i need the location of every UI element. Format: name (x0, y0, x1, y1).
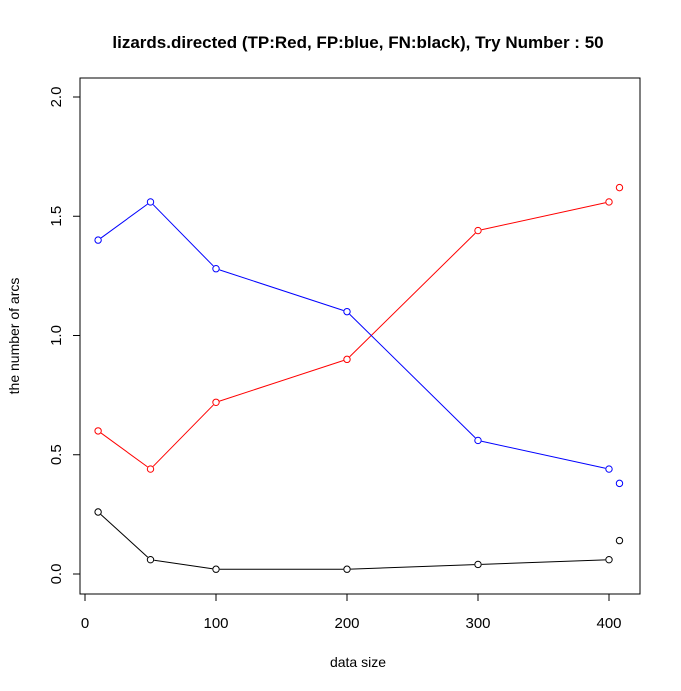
series-fn-point (146, 555, 155, 564)
y-tick-label: 1.0 (48, 325, 65, 346)
series-fn-point (343, 565, 351, 573)
x-axis-label: data size (330, 654, 386, 670)
y-tick-label: 2.0 (48, 87, 65, 108)
series-tp-point (343, 355, 351, 364)
series-fn-extra-point (615, 536, 624, 545)
series-fn-segment (350, 564, 475, 570)
series-fn-segment (154, 559, 213, 570)
series-fp-segment (152, 204, 214, 267)
series-tp-point (212, 398, 220, 406)
x-axis: 0 100 200 300 400 (81, 593, 622, 632)
series-fn-segment (481, 559, 606, 565)
x-tick-label: 200 (334, 615, 359, 632)
series-fn-point (474, 560, 482, 569)
series-tp-point (474, 226, 482, 235)
series-tp-point (94, 427, 102, 435)
series-fn (94, 508, 624, 573)
y-tick-label: 1.5 (48, 206, 65, 227)
series-fn-point (212, 565, 220, 573)
series-fp-point (474, 436, 482, 445)
y-tick-label: 0.5 (48, 444, 65, 465)
series-tp-segment (349, 232, 476, 358)
series-tp (94, 183, 624, 473)
series-fp-segment (481, 440, 606, 469)
series-fp-point (212, 265, 220, 273)
series-tp-segment (100, 432, 148, 468)
series-fp (94, 198, 624, 488)
series-tp-segment (481, 202, 606, 231)
series-fp-segment (219, 269, 344, 311)
series-fp-point (605, 465, 613, 473)
chart-title: lizards.directed (TP:Red, FP:blue, FN:bl… (112, 33, 603, 52)
series-layer (94, 183, 624, 573)
series-fp-point (343, 307, 351, 316)
series-fn-point (605, 555, 613, 564)
y-tick-label: 0.0 (48, 564, 65, 585)
series-fp-point (146, 198, 155, 206)
y-axis: 0.0 0.5 1.0 1.5 2.0 (48, 87, 81, 585)
series-fn-point (94, 508, 102, 516)
series-tp-extra-point (615, 183, 624, 192)
series-fp-segment (349, 313, 476, 439)
series-fn-segment (100, 514, 149, 558)
series-tp-segment (152, 404, 214, 467)
series-fp-extra-point (615, 479, 624, 488)
series-fp-segment (100, 203, 148, 239)
series-tp-point (146, 465, 155, 473)
x-tick-label: 100 (203, 615, 228, 632)
x-tick-label: 400 (596, 615, 621, 632)
y-axis-label: the number of arcs (6, 278, 22, 395)
series-fp-point (94, 236, 102, 244)
x-tick-label: 0 (81, 615, 89, 632)
plot-area (79, 77, 641, 595)
series-tp-segment (219, 360, 344, 402)
series-tp-point (605, 198, 613, 206)
x-tick-label: 300 (465, 615, 490, 632)
